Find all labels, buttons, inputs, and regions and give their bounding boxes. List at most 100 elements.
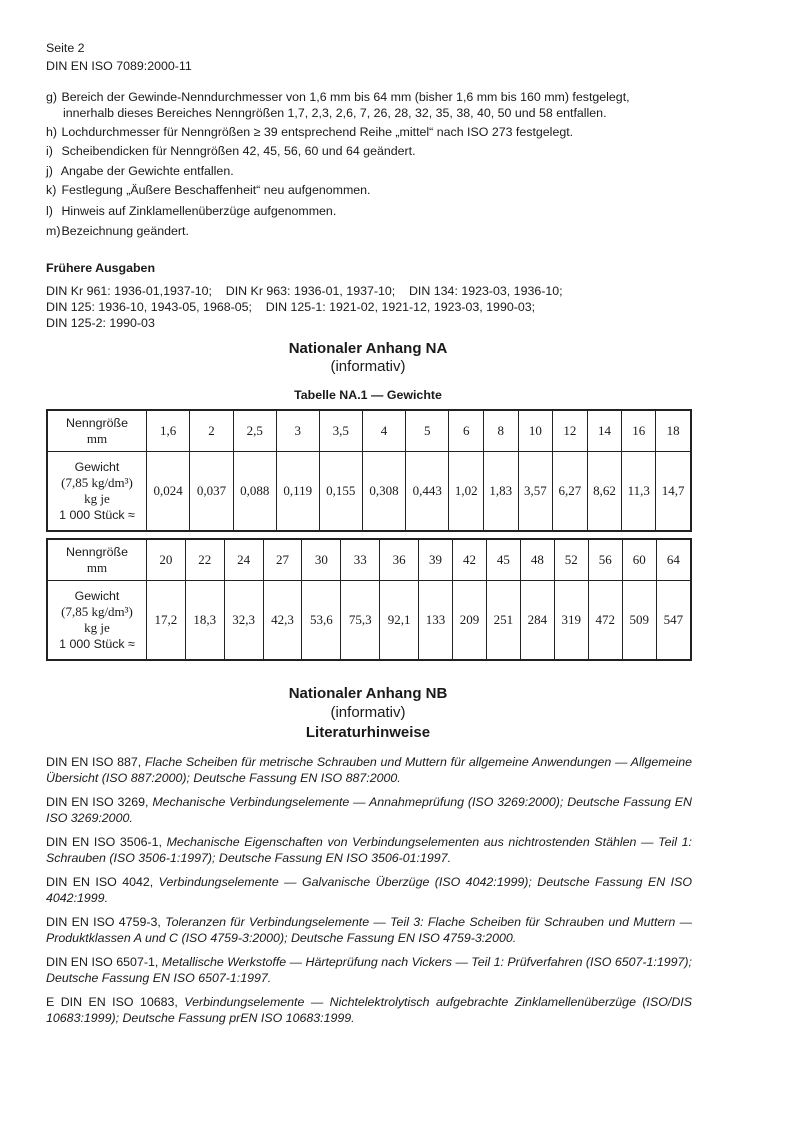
item-label: k) — [46, 183, 57, 197]
item-label: l) — [46, 204, 53, 218]
item-label: h) — [46, 125, 58, 139]
table-cell: 8,62 — [586, 451, 623, 532]
previous-editions-line: DIN 125: 1936-10, 1943-05, 1968-05; DIN … — [46, 300, 536, 314]
table-cell: 22 — [184, 538, 225, 581]
reference-title: Verbindungselemente — Galvanische Überzü… — [46, 875, 692, 905]
reference-item: DIN EN ISO 4042, Verbindungselemente — G… — [46, 874, 692, 906]
table-cell: 33 — [340, 538, 381, 581]
item-label: m) — [46, 224, 61, 238]
table-cell: 209 — [451, 580, 487, 661]
reference-title: Mechanische Verbindungselemente — Annahm… — [46, 795, 692, 825]
table-cell: 509 — [621, 580, 657, 661]
reference-title: Flache Scheiben für metrische Schrauben … — [46, 755, 692, 785]
table-row-sizes: Nenngröße mm 1,6 2 2,5 3 3,5 4 5 6 8 10 12 14 16 18 — [46, 409, 692, 452]
table-cell: 45 — [485, 538, 521, 581]
table-cell: 39 — [418, 538, 453, 581]
list-item: m) Bezeichnung geändert. — [46, 223, 189, 239]
annex-nb-subtitle: (informativ) — [330, 704, 406, 721]
table-cell: 48 — [519, 538, 555, 581]
reference-id: DIN EN ISO 3506-1, — [46, 835, 162, 849]
table-cell: 284 — [519, 580, 555, 661]
table-cell: 12 — [552, 409, 588, 452]
bibliography-heading: Literaturhinweise — [305, 724, 431, 741]
table-cell: 32,3 — [223, 580, 264, 661]
table-cell: 472 — [587, 580, 623, 661]
reference-item: DIN EN ISO 887, Flache Scheiben für metr… — [46, 754, 692, 786]
reference-title: Toleranzen für Verbindungselemente — Tei… — [46, 915, 692, 945]
table-row-sizes: Nenngröße mm 20 22 24 27 30 33 36 39 42 45 48 52 56 60… — [46, 538, 692, 581]
table-cell: 24 — [223, 538, 264, 581]
list-item: g) Bereich der Gewinde-Nenndurchmesser v… — [46, 89, 630, 105]
table-cell: 0,088 — [232, 451, 277, 532]
reference-title: Metallische Werkstoffe — Härteprüfung na… — [46, 955, 692, 985]
table-cell: 18,3 — [184, 580, 225, 661]
table-cell: 547 — [655, 580, 692, 661]
item-label: g) — [46, 90, 58, 104]
table-cell: 2 — [189, 409, 234, 452]
table-cell: 53,6 — [301, 580, 342, 661]
reference-id: DIN EN ISO 4759-3, — [46, 915, 161, 929]
table-cell: 1,6 — [145, 409, 191, 452]
table-cell: 0,024 — [145, 451, 191, 532]
table-cell: 20 — [146, 538, 186, 581]
item-text: Hinweis auf Zinklamellenüberzüge aufgeno… — [61, 204, 337, 218]
table-cell: 18 — [655, 409, 692, 452]
annex-na-subtitle: (informativ) — [330, 358, 406, 375]
previous-editions-heading: Frühere Ausgaben — [46, 261, 156, 275]
table-row-weights: Gewicht (7,85 kg/dm³) kg je 1 000 Stück ≈ 1… — [46, 580, 692, 661]
list-item: h) Lochdurchmesser für Nenngrößen ≥ 39 e… — [46, 124, 573, 140]
reference-id: DIN EN ISO 4042, — [46, 875, 154, 889]
weights-table-part1: Nenngröße mm 1,6 2 2,5 3 3,5 4 5 6 8 10 12 14 16 18 Ge… — [46, 409, 692, 532]
table-cell: 11,3 — [621, 451, 657, 532]
table-cell: 64 — [655, 538, 692, 581]
table-cell: 319 — [553, 580, 589, 661]
table-cell: 30 — [301, 538, 342, 581]
list-item: i) Scheibendicken für Nenngrößen 42, 45,… — [46, 143, 416, 159]
reference-title: Mechanische Eigenschaften von Verbindung… — [46, 835, 692, 865]
annex-na-title: Nationaler Anhang NA — [288, 340, 448, 357]
row-header: Nenngröße mm — [46, 409, 147, 452]
reference-id: DIN EN ISO 3269, — [46, 795, 149, 809]
item-text: Bereich der Gewinde-Nenndurchmesser von … — [61, 90, 630, 104]
table-cell: 3 — [275, 409, 320, 452]
weights-table-part2: Nenngröße mm 20 22 24 27 30 33 36 39 42 45 48 52 56 60… — [46, 538, 692, 661]
table-cell: 251 — [485, 580, 521, 661]
table-cell: 5 — [405, 409, 450, 452]
table-cell: 92,1 — [379, 580, 420, 661]
table-cell: 6 — [448, 409, 484, 452]
table-cell: 4 — [361, 409, 407, 452]
table-cell: 56 — [587, 538, 623, 581]
table-cell: 3,57 — [517, 451, 554, 532]
table-cell: 42,3 — [262, 580, 303, 661]
list-item-continuation: innerhalb dieses Bereiches Nenngrößen 1,… — [63, 106, 607, 120]
table-cell: 10 — [517, 409, 554, 452]
table-cell: 27 — [262, 538, 303, 581]
reference-title: Verbindungselemente — Nichtelektrolytisc… — [46, 995, 692, 1025]
table-cell: 14 — [586, 409, 623, 452]
previous-editions-line: DIN 125-2: 1990-03 — [46, 316, 155, 330]
table-cell: 17,2 — [146, 580, 186, 661]
reference-item: DIN EN ISO 4759-3, Toleranzen für Verbin… — [46, 914, 692, 946]
annex-nb-title: Nationaler Anhang NB — [288, 685, 448, 702]
table-cell: 0,443 — [405, 451, 450, 532]
table-cell: 36 — [379, 538, 420, 581]
table-cell: 8 — [483, 409, 519, 452]
table-cell: 0,155 — [318, 451, 363, 532]
reference-id: DIN EN ISO 6507-1, — [46, 955, 159, 969]
table-cell: 1,02 — [448, 451, 484, 532]
table-cell: 2,5 — [232, 409, 277, 452]
table-row-weights: Gewicht (7,85 kg/dm³) kg je 1 000 Stück ≈ 0… — [46, 451, 692, 532]
reference-item: DIN EN ISO 3269, Mechanische Verbindungs… — [46, 794, 692, 826]
reference-item: DIN EN ISO 3506-1, Mechanische Eigenscha… — [46, 834, 692, 866]
table-cell: 6,27 — [552, 451, 588, 532]
table-cell: 0,037 — [189, 451, 234, 532]
item-text: Angabe der Gewichte entfallen. — [60, 164, 234, 178]
table-cell: 16 — [621, 409, 657, 452]
reference-id: E DIN EN ISO 10683, — [46, 995, 178, 1009]
table-cell: 133 — [418, 580, 453, 661]
previous-editions-line: DIN Kr 961: 1936-01,1937-10; DIN Kr 963:… — [46, 284, 563, 298]
table-caption: Tabelle NA.1 — Gewichte — [294, 388, 442, 402]
table-cell: 52 — [553, 538, 589, 581]
row-header: Nenngröße mm — [46, 538, 147, 581]
table-cell: 60 — [621, 538, 657, 581]
